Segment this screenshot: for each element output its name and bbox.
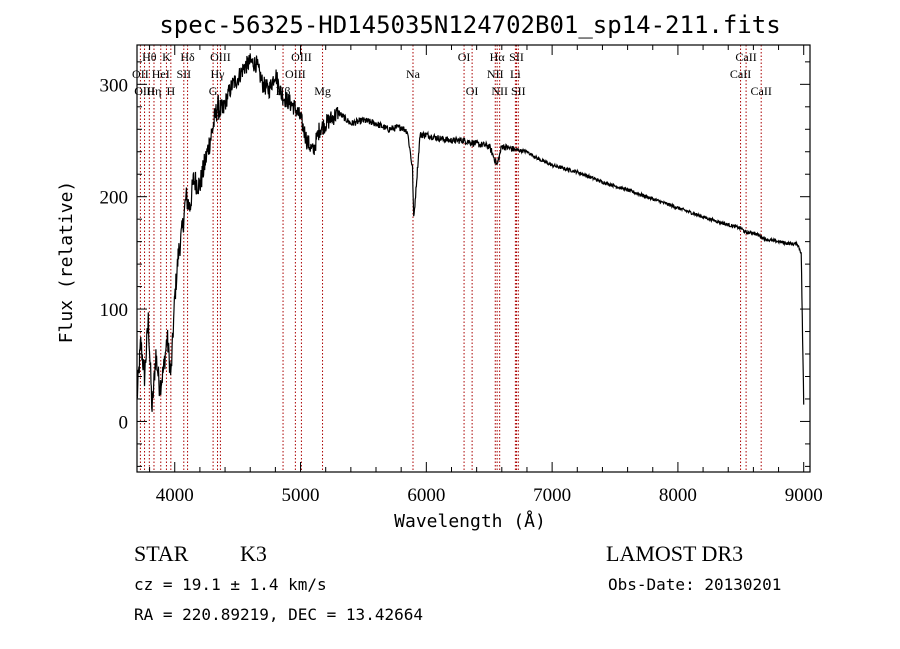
survey-name: LAMOST DR3 <box>606 541 743 566</box>
y-tick-label-2: 200 <box>100 188 129 209</box>
y-axis-label: Flux (relative) <box>56 181 77 344</box>
line-label-22: SII <box>509 50 524 64</box>
x-tick-label-0: 4000 <box>156 485 194 506</box>
line-label-3: Hη <box>147 84 162 98</box>
line-label-5: K <box>162 50 171 64</box>
line-label-9: OIII <box>210 50 231 64</box>
y-tick-label-0: 0 <box>119 412 129 433</box>
observation-date: Obs-Date: 20130201 <box>608 575 781 594</box>
x-tick-label-2: 6000 <box>407 485 445 506</box>
line-label-24: SII <box>511 84 526 98</box>
line-label-27: CaII <box>751 84 772 98</box>
line-label-21: NII <box>491 84 508 98</box>
line-label-10: Hγ <box>211 67 226 81</box>
object-class: STAR <box>134 541 189 566</box>
y-tick-label-3: 300 <box>100 75 129 96</box>
line-label-23: Li <box>510 67 521 81</box>
line-label-19: Hα <box>490 50 506 64</box>
line-label-16: Na <box>406 67 421 81</box>
line-label-17: OI <box>458 50 471 64</box>
line-label-0: Hθ <box>142 50 157 64</box>
line-label-18: OI <box>466 84 479 98</box>
line-label-11: G <box>209 84 218 98</box>
line-label-13: OIII <box>291 50 312 64</box>
plot-frame <box>136 44 811 473</box>
line-label-6: SII <box>176 67 191 81</box>
spectral-line-markers <box>139 45 762 472</box>
line-label-20: NII <box>487 67 504 81</box>
redshift-readout: cz = 19.1 ± 1.4 km/s <box>134 575 327 594</box>
y-axis-ticks: 0 100 200 300 <box>100 61 810 467</box>
spectrum-series-line <box>136 53 805 412</box>
line-label-4: HeI <box>152 67 170 81</box>
line-label-1: OII <box>132 67 149 81</box>
line-label-7: H <box>167 84 176 98</box>
x-tick-label-4: 8000 <box>659 485 697 506</box>
line-label-8: Hδ <box>180 50 195 64</box>
spectral-subclass: K3 <box>240 541 267 566</box>
line-label-2: OIII <box>134 84 155 98</box>
line-label-25: CaII <box>735 50 756 64</box>
x-tick-label-5: 9000 <box>785 485 823 506</box>
x-tick-label-1: 5000 <box>282 485 320 506</box>
coordinates-readout: RA = 220.89219, DEC = 13.42664 <box>134 605 423 624</box>
x-axis-ticks: 4000 5000 6000 7000 8000 9000 <box>149 45 823 506</box>
line-label-26: CaII <box>730 67 751 81</box>
x-tick-label-3: 7000 <box>533 485 571 506</box>
x-axis-label: Wavelength (Å) <box>394 510 546 532</box>
y-tick-label-1: 100 <box>100 300 129 321</box>
line-label-15: Mg <box>314 84 331 98</box>
chart-title: spec-56325-HD145035N124702B01_sp14-211.f… <box>159 11 780 39</box>
line-label-14: OIII <box>285 67 306 81</box>
